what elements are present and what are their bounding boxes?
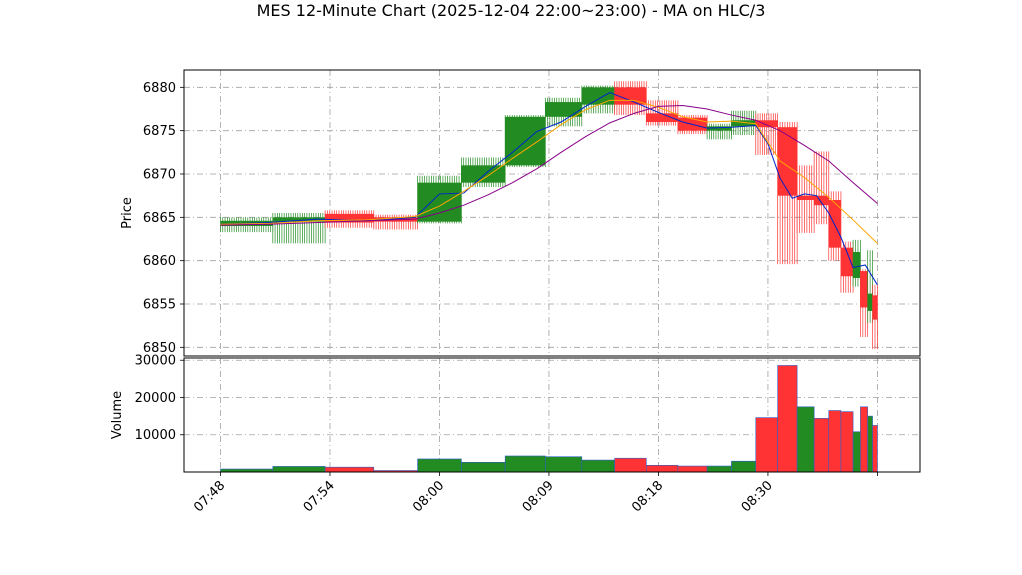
candle bbox=[706, 123, 732, 140]
candle-body bbox=[272, 217, 326, 222]
volume-bar bbox=[645, 464, 679, 473]
volume-bar bbox=[417, 458, 462, 473]
volume-bar bbox=[677, 465, 708, 473]
volume-tick-label: 30000 bbox=[135, 354, 176, 369]
volume-tick-label: 20000 bbox=[135, 391, 176, 406]
candle bbox=[867, 250, 873, 324]
volume-bar bbox=[731, 460, 757, 473]
candle-body bbox=[853, 252, 861, 278]
x-tick-label: 08:30 bbox=[739, 478, 776, 515]
volume-bar bbox=[324, 466, 375, 473]
ma_mid-line bbox=[220, 99, 878, 244]
volume-bar bbox=[614, 457, 647, 473]
volume-bar bbox=[545, 456, 583, 473]
candle-body bbox=[777, 127, 798, 196]
candle-body bbox=[461, 165, 506, 183]
volume-bar bbox=[581, 459, 615, 473]
x-tick-label: 08:00 bbox=[410, 478, 447, 515]
candle bbox=[872, 284, 878, 350]
price-tick-label: 6850 bbox=[143, 341, 176, 356]
candle-body bbox=[731, 120, 756, 127]
volume-axis-label: Volume bbox=[110, 391, 125, 439]
price-tick-label: 6880 bbox=[143, 81, 176, 96]
candle bbox=[796, 165, 815, 233]
candle bbox=[755, 113, 779, 155]
price-panel: 6850 6855 6860 6865 6870 6875 6880 Price bbox=[120, 69, 921, 357]
volume-bar bbox=[813, 418, 830, 473]
ma_slow-line bbox=[220, 105, 878, 226]
x-tick-label: 07:54 bbox=[301, 478, 338, 515]
ma_fast-line bbox=[220, 91, 878, 286]
volume-bar bbox=[461, 462, 506, 473]
candle-body bbox=[828, 200, 841, 248]
volume-bar bbox=[860, 406, 868, 473]
candle-body bbox=[417, 182, 462, 222]
candle bbox=[860, 269, 869, 337]
candle-body bbox=[581, 87, 615, 105]
x-tick-label: 08:18 bbox=[629, 478, 666, 515]
price-axis-label: Price bbox=[120, 197, 135, 229]
candle bbox=[614, 81, 647, 116]
price-tick-label: 6875 bbox=[143, 124, 176, 139]
price-tick-label: 6865 bbox=[143, 211, 176, 226]
candle-body bbox=[867, 293, 873, 311]
candle bbox=[581, 85, 616, 114]
x-axis: 07:48 07:54 08:00 08:09 08:18 08:30 bbox=[191, 472, 878, 515]
candle-body bbox=[860, 271, 868, 308]
candle-body bbox=[545, 102, 582, 117]
volume-bar bbox=[755, 417, 778, 473]
volume-panel: 10000 20000 30000 Volume bbox=[110, 354, 921, 473]
candle bbox=[840, 241, 854, 293]
candle bbox=[461, 157, 506, 187]
volume-bar bbox=[872, 425, 878, 473]
candle-body bbox=[325, 213, 374, 223]
volume-bar bbox=[272, 466, 326, 473]
chart-title: MES 12-Minute Chart (2025-12-04 22:00~23… bbox=[257, 1, 766, 20]
candle-body bbox=[755, 120, 778, 128]
volume-bar bbox=[867, 415, 873, 473]
price-tick-label: 6870 bbox=[143, 168, 176, 183]
price-frame bbox=[183, 69, 921, 357]
x-tick-label: 07:48 bbox=[191, 478, 228, 515]
candle bbox=[828, 191, 842, 261]
volume-bar bbox=[796, 406, 815, 473]
volume-bar bbox=[706, 465, 732, 473]
volume-bar bbox=[777, 365, 798, 473]
volume-tick-label: 10000 bbox=[135, 428, 176, 443]
candle bbox=[272, 213, 326, 244]
candle bbox=[417, 175, 462, 224]
candle-body bbox=[840, 247, 854, 277]
x-tick-label: 08:09 bbox=[520, 478, 557, 515]
volume-bar bbox=[840, 411, 854, 473]
price-tick-label: 6855 bbox=[143, 298, 176, 313]
candle-body bbox=[872, 295, 878, 320]
price-tick-label: 6860 bbox=[143, 254, 176, 269]
candle-body bbox=[707, 126, 732, 131]
candle-body bbox=[797, 195, 815, 200]
candle-body bbox=[814, 195, 829, 206]
volume-bar bbox=[852, 431, 861, 473]
candle bbox=[777, 122, 798, 265]
volume-bar bbox=[504, 455, 546, 473]
volume-frame bbox=[183, 357, 921, 473]
candle bbox=[324, 210, 375, 228]
candle bbox=[645, 100, 679, 126]
volume-bar bbox=[828, 410, 842, 473]
candle bbox=[852, 239, 861, 287]
candle-body bbox=[646, 113, 678, 122]
